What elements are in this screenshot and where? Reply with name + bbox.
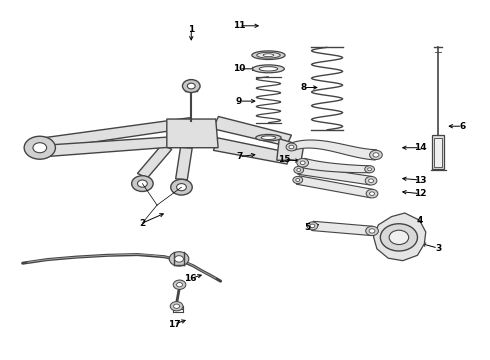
Circle shape: [297, 158, 309, 167]
Circle shape: [171, 179, 192, 195]
Circle shape: [286, 143, 297, 151]
Circle shape: [368, 168, 371, 171]
Polygon shape: [300, 158, 369, 173]
Polygon shape: [289, 140, 376, 160]
Polygon shape: [312, 221, 373, 235]
Circle shape: [138, 180, 147, 187]
Circle shape: [24, 136, 55, 159]
Ellipse shape: [252, 65, 284, 73]
Circle shape: [310, 224, 315, 228]
Text: 5: 5: [304, 223, 311, 232]
Text: 12: 12: [414, 189, 426, 198]
Polygon shape: [213, 117, 292, 146]
Circle shape: [373, 153, 379, 157]
Circle shape: [389, 230, 409, 244]
Polygon shape: [373, 213, 426, 261]
Polygon shape: [39, 136, 192, 157]
Text: 16: 16: [184, 274, 196, 283]
Ellipse shape: [263, 54, 274, 57]
Circle shape: [296, 179, 300, 181]
Circle shape: [366, 226, 378, 235]
Text: 4: 4: [416, 216, 423, 225]
Circle shape: [132, 176, 153, 192]
Circle shape: [297, 168, 301, 171]
Circle shape: [182, 80, 200, 93]
Ellipse shape: [261, 136, 276, 139]
Circle shape: [187, 83, 195, 89]
Ellipse shape: [259, 67, 278, 71]
Text: 13: 13: [414, 176, 426, 185]
Text: 3: 3: [435, 244, 441, 253]
Circle shape: [170, 302, 183, 311]
Text: 14: 14: [414, 143, 426, 152]
Text: 8: 8: [300, 83, 307, 92]
Circle shape: [380, 224, 417, 251]
Circle shape: [369, 229, 375, 233]
Polygon shape: [38, 118, 193, 150]
Bar: [432, 135, 444, 169]
Polygon shape: [137, 145, 172, 178]
Polygon shape: [297, 166, 372, 185]
Circle shape: [33, 143, 47, 153]
Circle shape: [300, 161, 305, 165]
Text: 11: 11: [233, 21, 245, 30]
Text: 10: 10: [233, 64, 245, 73]
Text: 17: 17: [168, 320, 180, 329]
Circle shape: [176, 283, 182, 287]
Text: 15: 15: [278, 155, 291, 164]
Circle shape: [293, 176, 303, 184]
Text: 7: 7: [236, 152, 243, 161]
Circle shape: [173, 280, 186, 289]
Ellipse shape: [252, 51, 285, 59]
Circle shape: [365, 166, 374, 173]
Polygon shape: [175, 147, 192, 180]
Circle shape: [289, 145, 294, 149]
Text: 1: 1: [188, 25, 195, 34]
Circle shape: [369, 150, 382, 159]
Circle shape: [365, 176, 377, 185]
Ellipse shape: [256, 134, 281, 141]
Circle shape: [173, 304, 179, 309]
Ellipse shape: [257, 52, 280, 58]
Text: 6: 6: [459, 122, 466, 131]
Circle shape: [368, 179, 373, 183]
Circle shape: [366, 189, 378, 198]
Bar: [434, 138, 442, 167]
Circle shape: [169, 252, 189, 266]
Text: 2: 2: [139, 219, 146, 228]
Polygon shape: [277, 139, 304, 160]
Circle shape: [369, 192, 374, 195]
Circle shape: [307, 222, 318, 230]
Polygon shape: [296, 176, 373, 198]
Polygon shape: [167, 119, 218, 148]
Polygon shape: [214, 138, 291, 164]
Circle shape: [294, 166, 304, 174]
Circle shape: [174, 256, 183, 262]
Text: 9: 9: [236, 96, 243, 105]
Circle shape: [176, 184, 186, 191]
